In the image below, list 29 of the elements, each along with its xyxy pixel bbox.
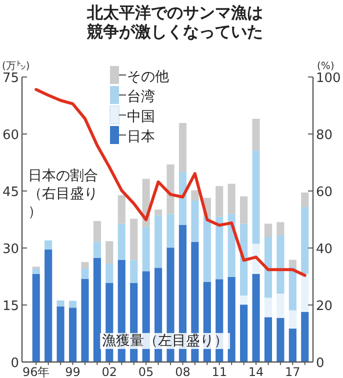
y-tick-label: 45 [2,185,19,200]
y-axis-title: (万㌧) [2,61,30,72]
x-tick-label: 02 [102,365,118,378]
legend-label: 台湾 [127,89,155,105]
y2-tick-label: 0 [316,356,324,371]
x-tick-label: 99 [65,365,80,378]
chart-title: 北太平洋でのサンマ漁は競争が激しくなっていた [86,3,263,41]
x-tick-label: 08 [175,365,190,378]
y-tick-label: 30 [2,242,19,257]
x-tick-label: 05 [138,365,154,378]
x-tick-label: 11 [212,365,228,378]
y-tick-label: 75 [2,71,19,86]
y2-tick-label: 80 [316,128,333,143]
y-tick-label: 60 [2,128,19,143]
y2-tick-label: 20 [316,299,333,314]
legend-label: 日本 [127,129,155,145]
y2-tick-label: 40 [316,242,333,257]
y2-axis-title: (%) [317,61,334,72]
legend-label: 中国 [127,109,155,125]
legend-label: その他 [127,69,169,85]
y2-tick-label: 60 [316,185,333,200]
annotation: 日本の割合（右目盛り） [28,168,98,220]
x-tick-label: 96年 [22,365,50,378]
y-tick-label: 15 [2,299,19,314]
x-tick-label: 14 [248,365,264,378]
y-tick-label: 0 [10,356,19,371]
y2-tick-label: 100 [316,71,341,86]
x-tick-label: 17 [285,365,300,378]
annotation: 漁獲量（左目盛り） [102,333,228,349]
